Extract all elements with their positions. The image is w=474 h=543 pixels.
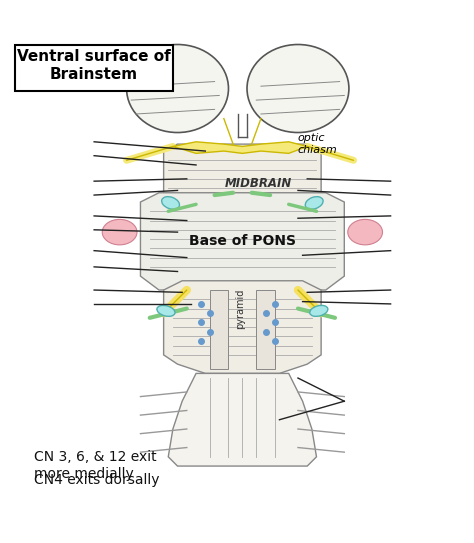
Text: CN 3, 6, & 12 exit
more medially: CN 3, 6, & 12 exit more medially xyxy=(34,450,156,481)
Polygon shape xyxy=(140,193,344,290)
Text: Base of PONS: Base of PONS xyxy=(189,235,296,248)
Ellipse shape xyxy=(310,305,328,317)
FancyBboxPatch shape xyxy=(15,45,173,91)
Text: optic
chiasm: optic chiasm xyxy=(298,134,337,155)
Text: CN4 exits dorsally: CN4 exits dorsally xyxy=(34,473,159,487)
Text: pyramid: pyramid xyxy=(235,288,245,329)
Ellipse shape xyxy=(162,197,180,209)
Polygon shape xyxy=(210,290,228,369)
Polygon shape xyxy=(164,281,321,374)
Text: MIDBRAIN: MIDBRAIN xyxy=(225,177,292,190)
Polygon shape xyxy=(168,374,317,466)
Ellipse shape xyxy=(127,45,228,132)
Text: Ventral surface of
Brainstem: Ventral surface of Brainstem xyxy=(17,48,171,82)
Ellipse shape xyxy=(247,45,349,132)
Polygon shape xyxy=(164,144,321,202)
Ellipse shape xyxy=(157,305,175,317)
Ellipse shape xyxy=(305,197,323,209)
Polygon shape xyxy=(173,142,307,153)
Polygon shape xyxy=(256,290,275,369)
Ellipse shape xyxy=(102,219,137,245)
Ellipse shape xyxy=(348,219,383,245)
